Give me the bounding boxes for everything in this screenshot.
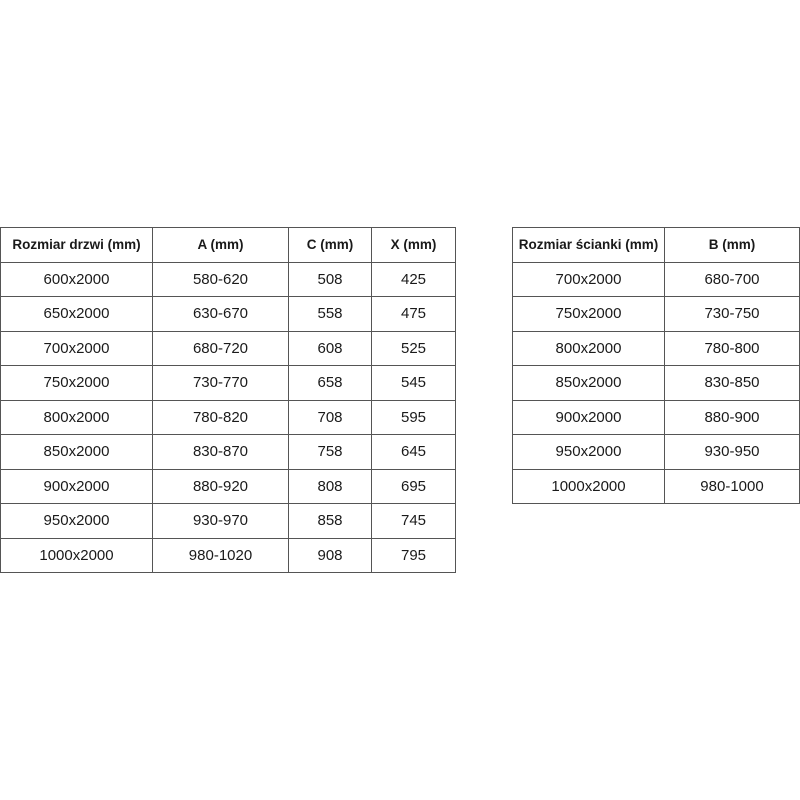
table-row: 600x2000 580-620 508 425 (0, 261, 456, 297)
table-row: 800x2000 780-820 708 595 (0, 399, 456, 435)
table-cell: 475 (371, 296, 456, 332)
table-cell: 830-850 (664, 365, 800, 401)
table-cell: 980-1020 (152, 537, 289, 573)
table-cell: 730-770 (152, 365, 289, 401)
table-cell: 850x2000 (512, 365, 665, 401)
column-header: B (mm) (664, 227, 800, 263)
table-cell: 558 (288, 296, 372, 332)
table-cell: 650x2000 (0, 296, 153, 332)
table-cell: 600x2000 (0, 261, 153, 297)
table-row: 950x2000 930-970 858 745 (0, 503, 456, 539)
table-cell: 850x2000 (0, 434, 153, 470)
table-cell: 900x2000 (0, 468, 153, 504)
table-cell: 525 (371, 330, 456, 366)
table-cell: 708 (288, 399, 372, 435)
wall-size-table: Rozmiar ścianki (mm) B (mm) 700x2000 680-7… (512, 227, 800, 504)
table-cell: 830-870 (152, 434, 289, 470)
table-row: 650x2000 630-670 558 475 (0, 296, 456, 332)
column-header: Rozmiar drzwi (mm) (0, 227, 153, 263)
table-cell: 795 (371, 537, 456, 573)
table-cell: 1000x2000 (512, 468, 665, 504)
table-cell: 750x2000 (512, 296, 665, 332)
table-cell: 930-970 (152, 503, 289, 539)
table-cell: 780-820 (152, 399, 289, 435)
table-cell: 880-900 (664, 399, 800, 435)
table-cell: 758 (288, 434, 372, 470)
table-cell: 730-750 (664, 296, 800, 332)
table-cell: 930-950 (664, 434, 800, 470)
header-row: Rozmiar ścianki (mm) B (mm) (512, 227, 800, 263)
table-cell: 580-620 (152, 261, 289, 297)
table-cell: 645 (371, 434, 456, 470)
table-row: 750x2000 730-750 (512, 296, 800, 332)
column-header: C (mm) (288, 227, 372, 263)
table-cell: 1000x2000 (0, 537, 153, 573)
column-header: A (mm) (152, 227, 289, 263)
table-row: 900x2000 880-900 (512, 399, 800, 435)
table-cell: 880-920 (152, 468, 289, 504)
table-cell: 680-720 (152, 330, 289, 366)
column-header: X (mm) (371, 227, 456, 263)
table-cell: 808 (288, 468, 372, 504)
table-cell: 608 (288, 330, 372, 366)
table-cell: 630-670 (152, 296, 289, 332)
table-cell: 595 (371, 399, 456, 435)
table-cell: 800x2000 (512, 330, 665, 366)
table-cell: 980-1000 (664, 468, 800, 504)
table-row: 750x2000 730-770 658 545 (0, 365, 456, 401)
table-row: 700x2000 680-720 608 525 (0, 330, 456, 366)
table-cell: 545 (371, 365, 456, 401)
table-cell: 700x2000 (512, 261, 665, 297)
table-cell: 425 (371, 261, 456, 297)
table-cell: 658 (288, 365, 372, 401)
table-cell: 695 (371, 468, 456, 504)
table-row: 800x2000 780-800 (512, 330, 800, 366)
table-cell: 950x2000 (0, 503, 153, 539)
table-cell: 750x2000 (0, 365, 153, 401)
column-header: Rozmiar ścianki (mm) (512, 227, 665, 263)
table-row: 700x2000 680-700 (512, 261, 800, 297)
table-row: 1000x2000 980-1020 908 795 (0, 537, 456, 573)
table-row: 850x2000 830-850 (512, 365, 800, 401)
table-row: 950x2000 930-950 (512, 434, 800, 470)
table-cell: 900x2000 (512, 399, 665, 435)
door-size-table: Rozmiar drzwi (mm) A (mm) C (mm) X (mm) 600… (0, 227, 456, 573)
table-cell: 858 (288, 503, 372, 539)
table-row: 850x2000 830-870 758 645 (0, 434, 456, 470)
table-cell: 800x2000 (0, 399, 153, 435)
table-row: 1000x2000 980-1000 (512, 468, 800, 504)
table-cell: 908 (288, 537, 372, 573)
header-row: Rozmiar drzwi (mm) A (mm) C (mm) X (mm) (0, 227, 456, 263)
table-cell: 950x2000 (512, 434, 665, 470)
table-cell: 508 (288, 261, 372, 297)
table-cell: 745 (371, 503, 456, 539)
table-cell: 780-800 (664, 330, 800, 366)
table-cell: 700x2000 (0, 330, 153, 366)
table-cell: 680-700 (664, 261, 800, 297)
table-row: 900x2000 880-920 808 695 (0, 468, 456, 504)
